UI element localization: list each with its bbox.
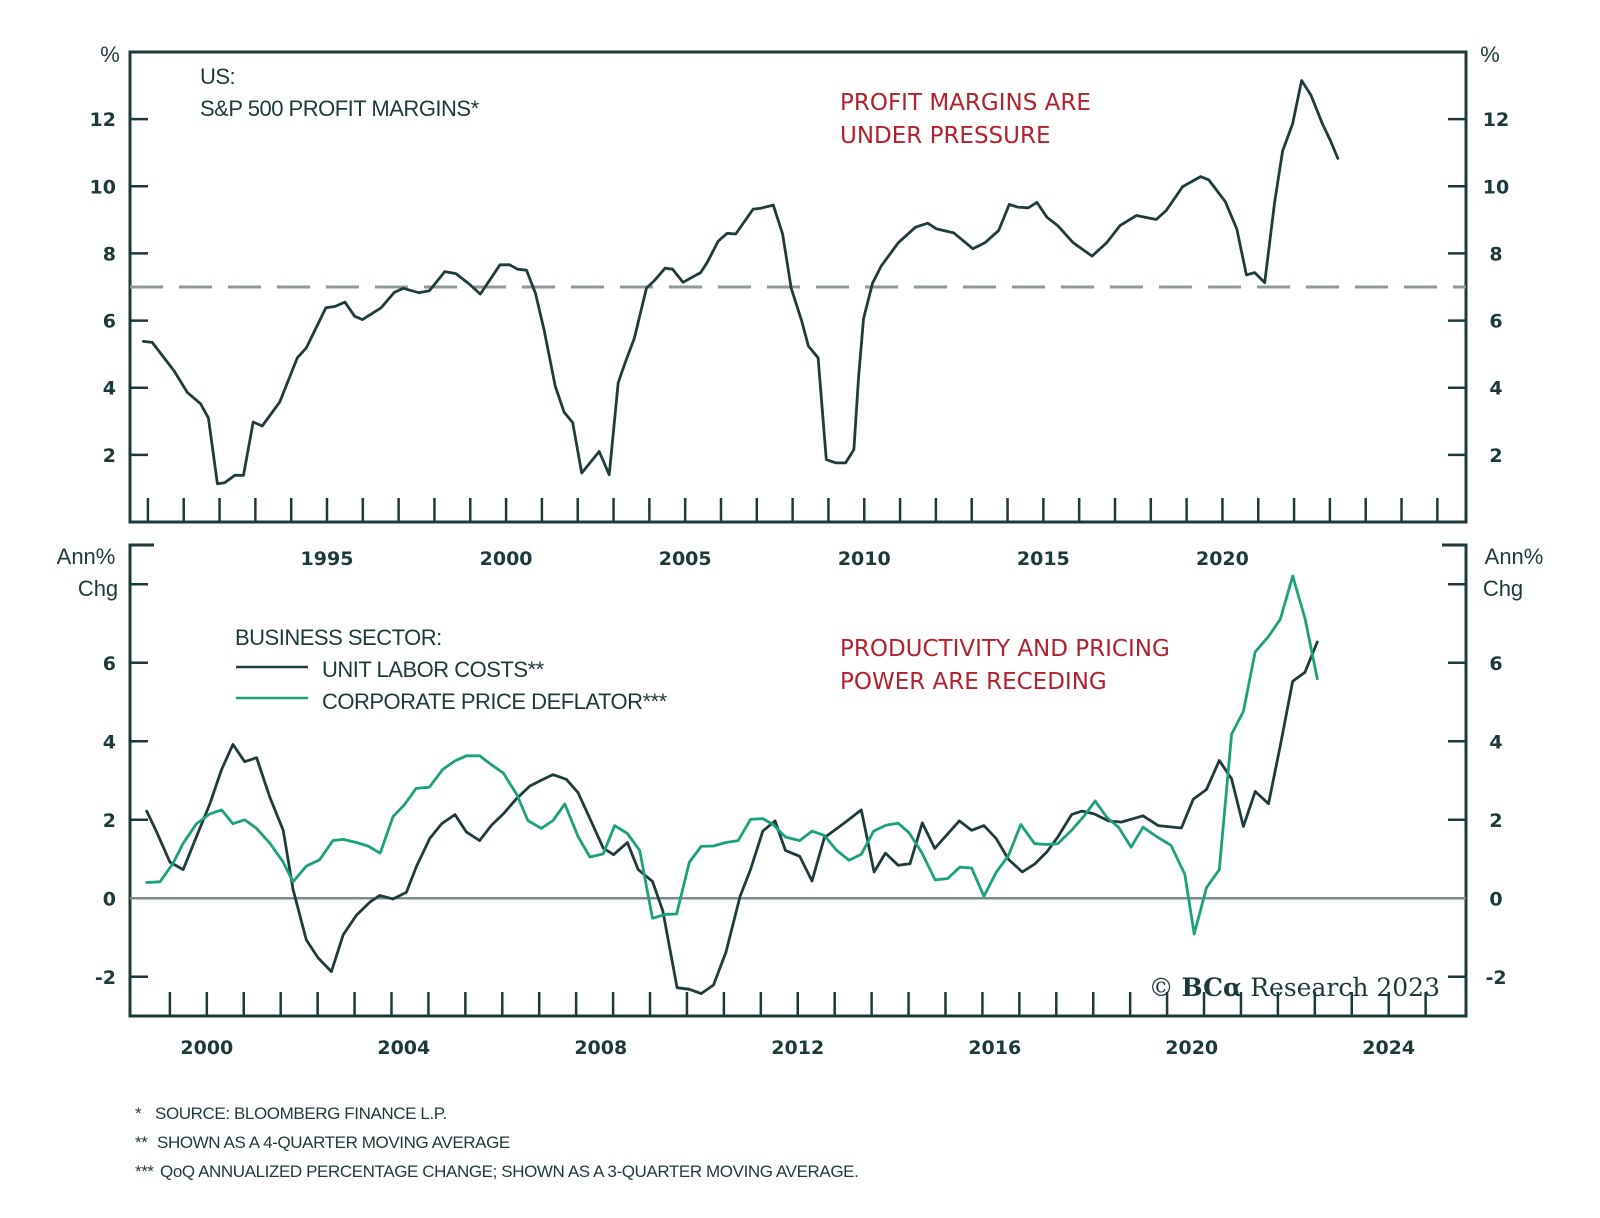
y-tick-label-left: 6	[103, 653, 116, 675]
legend-item-corporate-price-deflator: CORPORATE PRICE DEFLATOR***	[236, 689, 668, 714]
legend-item-unit-labor-costs: UNIT LABOR COSTS**	[236, 657, 545, 682]
y-tick-label-left: 4	[103, 731, 116, 753]
footnote-1-marker: *	[135, 1104, 142, 1123]
bottom-right-unit-label-line1: Ann%	[1485, 544, 1544, 569]
x-tick-label: 2016	[968, 1037, 1021, 1059]
top-series-lines	[141, 79, 1340, 486]
x-tick-label: 2000	[180, 1037, 233, 1059]
x-tick-label: 2004	[377, 1037, 430, 1059]
y-tick-label-left: 2	[103, 810, 116, 832]
legend-title: BUSINESS SECTOR:	[235, 625, 442, 650]
bottom-x-ticks: 2000 2004 2008 2012 2016 2020 2024	[168, 992, 1427, 1059]
copyright-symbol: ©	[1149, 973, 1174, 1002]
bottom-series-lines	[145, 574, 1319, 995]
y-tick-label-left: -2	[95, 967, 116, 989]
copyright-text: Research 2023	[1250, 973, 1440, 1002]
y-tick-label-right: 12	[1483, 109, 1509, 131]
y-tick-label-left: 12	[90, 109, 116, 131]
footnote-2: ** SHOWN AS A 4-QUARTER MOVING AVERAGE	[135, 1133, 510, 1152]
x-tick-label: 2020	[1165, 1037, 1218, 1059]
bottom-left-unit-label-line2: Chg	[78, 576, 118, 601]
footnote-2-text: SHOWN AS A 4-QUARTER MOVING AVERAGE	[157, 1133, 510, 1152]
top-chart-title: S&P 500 PROFIT MARGINS*	[200, 96, 480, 121]
y-tick-label-right: 10	[1483, 176, 1509, 198]
plot-frame	[128, 543, 1468, 1018]
corporate-price-deflator-line	[145, 574, 1319, 936]
footnote-2-marker: **	[135, 1133, 148, 1152]
legend-label-corporate-price-deflator: CORPORATE PRICE DEFLATOR***	[322, 689, 668, 714]
y-tick-label-right: 2	[1489, 445, 1502, 467]
profit-margin-line	[141, 79, 1340, 486]
y-tick-label-right: 6	[1489, 653, 1502, 675]
footnote-3: *** QoQ ANNUALIZED PERCENTAGE CHANGE; SHO…	[135, 1162, 858, 1181]
y-tick-label-right: -2	[1485, 967, 1506, 989]
bottom-annotation-line1: PRODUCTIVITY AND PRICING	[840, 636, 1170, 662]
copyright-notice: © BCα Research 2023	[1149, 973, 1440, 1002]
x-tick-label: 2008	[574, 1037, 627, 1059]
top-x-ticks: 1995 2000 2005 2010 2015 2020	[146, 498, 1439, 570]
top-right-unit-label: %	[1480, 42, 1500, 67]
y-tick-label-right: 4	[1489, 731, 1502, 753]
x-tick-label: 2020	[1196, 548, 1249, 570]
x-tick-label: 2005	[659, 548, 712, 570]
y-tick-label-left: 10	[90, 176, 116, 198]
footnote-1: * SOURCE: BLOOMBERG FINANCE L.P.	[135, 1104, 447, 1123]
x-tick-label: 2015	[1017, 548, 1070, 570]
y-tick-label-left: 2	[103, 445, 116, 467]
top-annotation-line2: UNDER PRESSURE	[840, 123, 1051, 149]
footnotes: * SOURCE: BLOOMBERG FINANCE L.P. ** SHOWN …	[135, 1104, 859, 1181]
bottom-y-ticks: -2 -2 0 0 2 2 4 4 6 6	[95, 583, 1507, 989]
top-y-ticks: 2 2 4 4 6 6 8 8 10 10 12 12	[90, 109, 1510, 467]
y-tick-label-right: 0	[1489, 888, 1502, 910]
y-tick-label-left: 6	[103, 311, 116, 333]
bottom-left-unit-label-line1: Ann%	[57, 544, 116, 569]
bottom-annotation-line2: POWER ARE RECEDING	[840, 669, 1107, 695]
footnote-1-text: SOURCE: BLOOMBERG FINANCE L.P.	[155, 1104, 447, 1123]
top-annotation-line1: PROFIT MARGINS ARE	[840, 90, 1091, 116]
footnote-3-marker: ***	[135, 1162, 154, 1181]
y-tick-label-right: 8	[1489, 243, 1502, 265]
x-tick-label: 2012	[771, 1037, 824, 1059]
bottom-right-unit-label-line2: Chg	[1483, 576, 1523, 601]
legend-label-unit-labor-costs: UNIT LABOR COSTS**	[322, 657, 545, 682]
x-tick-label: 1995	[301, 548, 354, 570]
footnote-3-text: QoQ ANNUALIZED PERCENTAGE CHANGE; SHOWN …	[160, 1162, 858, 1181]
y-tick-label-left: 0	[103, 888, 116, 910]
x-tick-label: 2024	[1362, 1037, 1415, 1059]
y-tick-label-left: 8	[103, 243, 116, 265]
y-tick-label-right: 2	[1489, 810, 1502, 832]
top-chart-title-region: US:	[200, 64, 235, 89]
bottom-chart-panel: -2 -2 0 0 2 2 4 4 6 6 2000 2004 2008 2012 2016 2020 202…	[57, 543, 1544, 1059]
y-tick-label-right: 4	[1489, 378, 1502, 400]
y-tick-label-left: 4	[103, 378, 116, 400]
copyright-brand: BCα	[1182, 973, 1243, 1002]
top-left-unit-label: %	[100, 42, 120, 67]
x-tick-label: 2000	[480, 548, 533, 570]
bottom-chart-frame	[128, 543, 1468, 1018]
x-tick-label: 2010	[838, 548, 891, 570]
y-tick-label-right: 6	[1489, 311, 1502, 333]
unit-labor-costs-line	[145, 640, 1319, 995]
top-chart-panel: 2 2 4 4 6 6 8 8 10 10 12 12 1995 2000 2005 2010 2015 202…	[90, 42, 1510, 570]
